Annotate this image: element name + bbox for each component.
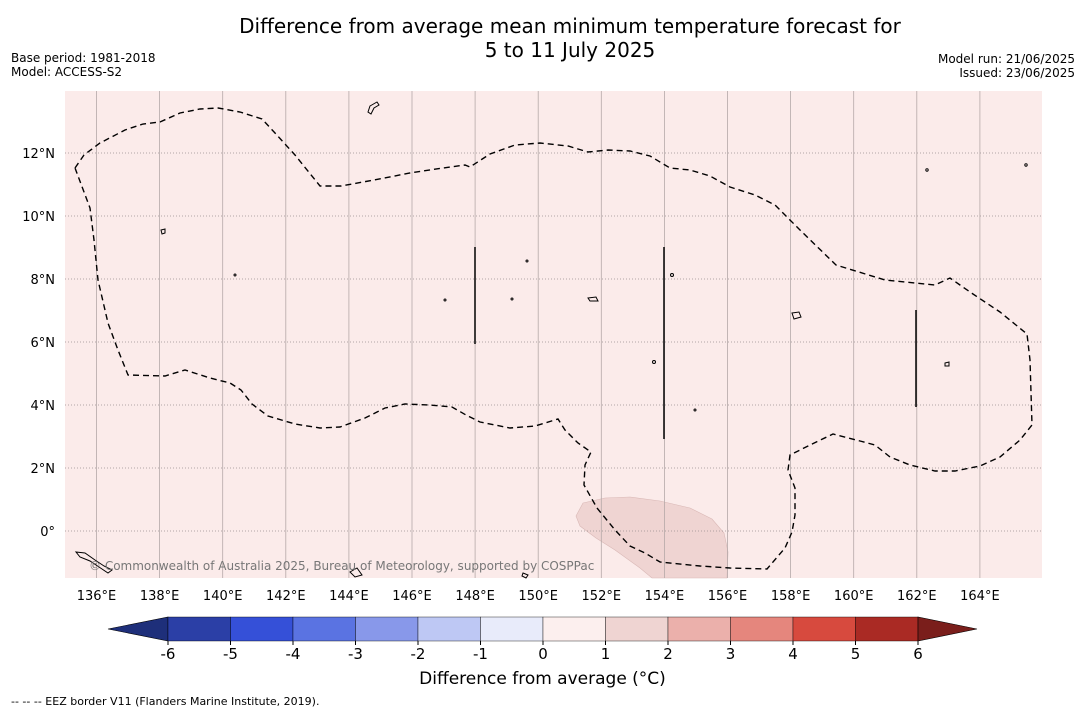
model-run: Model run: 21/06/2025	[937, 52, 1075, 66]
longitude-label: 164°E	[960, 589, 1000, 604]
island-d	[944, 361, 950, 367]
island-c	[791, 311, 802, 320]
colorbar-segment	[480, 616, 544, 642]
issued-date: Issued: 23/06/2025	[959, 66, 1075, 80]
island-i	[652, 360, 656, 364]
colorbar-over-arrow	[917, 616, 978, 642]
footnote-eez: -- -- -- EEZ border V11 (Flanders Marine…	[11, 695, 320, 708]
colorbar-tick-label: 4	[788, 645, 798, 663]
longitude-label: 162°E	[897, 589, 937, 604]
colorbar: -6 -5 -4 -3 -2 -1 0 1 2 3 4 5 6	[107, 616, 978, 663]
longitude-label: 156°E	[708, 589, 748, 604]
colorbar-under-arrow	[107, 616, 169, 642]
colorbar-tick-label: -2	[411, 645, 426, 663]
latitude-label: 6°N	[31, 336, 56, 351]
colorbar-tick-label: 1	[601, 645, 611, 663]
colorbar-tick-label: 5	[851, 645, 861, 663]
colorbar-label: Difference from average (°C)	[419, 669, 666, 689]
colorbar-tick-label: -6	[161, 645, 176, 663]
colorbar-segment	[230, 616, 294, 642]
base-period: Base period: 1981-2018	[11, 51, 156, 65]
island-h	[670, 273, 674, 277]
island-l	[525, 259, 529, 263]
island-j	[925, 168, 929, 172]
colorbar-segment	[292, 616, 356, 642]
meta-left: Base period: 1981-2018 Model: ACCESS-S2	[11, 51, 156, 79]
eez-boundary	[74, 107, 1033, 570]
island-b	[587, 296, 599, 302]
longitude-labels: 136°E 138°E 140°E 142°E 144°E 146°E 148°E 150°E…	[77, 589, 1000, 604]
eez-border-line	[74, 107, 1033, 570]
latitude-label: 4°N	[31, 399, 56, 414]
colorbar-segment	[605, 616, 669, 642]
map-title: Difference from average mean minimum tem…	[0, 14, 1085, 62]
longitude-label: 150°E	[518, 589, 558, 604]
colorbar-segment	[855, 616, 919, 642]
island-e	[74, 551, 113, 574]
island-guam	[367, 101, 380, 115]
colorbar-tick-label: -4	[286, 645, 301, 663]
model-name: Model: ACCESS-S2	[11, 65, 123, 79]
longitude-label: 158°E	[771, 589, 811, 604]
colorbar-segment	[667, 616, 731, 642]
longitude-label: 146°E	[392, 589, 432, 604]
longitude-label: 136°E	[77, 589, 117, 604]
colorbar-segment	[792, 616, 856, 642]
colorbar-tick-label: 2	[663, 645, 673, 663]
colorbar-tick-label: -1	[473, 645, 488, 663]
longitude-label: 144°E	[329, 589, 369, 604]
longitude-label: 148°E	[455, 589, 495, 604]
island-p	[693, 408, 697, 412]
colorbar-segment	[417, 616, 481, 642]
longitude-label: 160°E	[834, 589, 874, 604]
latitude-labels: 12°N 10°N 8°N 6°N 4°N 2°N 0°	[22, 147, 55, 540]
title-line-1: Difference from average mean minimum tem…	[239, 14, 901, 38]
latitude-label: 2°N	[31, 462, 56, 477]
islands	[74, 101, 1028, 579]
island-a	[160, 228, 166, 235]
island-n	[443, 298, 447, 302]
colorbar-tick-label: -3	[348, 645, 363, 663]
longitude-label: 154°E	[645, 589, 685, 604]
map-plot-area	[65, 91, 1042, 578]
meta-right: Model run: 21/06/2025 Issued: 23/06/2025	[938, 52, 1075, 80]
latitude-label: 12°N	[22, 147, 55, 162]
island-k	[1024, 163, 1028, 167]
title-line-2: 5 to 11 July 2025	[484, 38, 656, 62]
copyright-text: © Commonwealth of Australia 2025, Bureau…	[89, 559, 594, 573]
longitude-label: 142°E	[266, 589, 306, 604]
colorbar-tick-label: -5	[223, 645, 238, 663]
latitude-label: 0°	[40, 525, 55, 540]
latitude-label: 10°N	[22, 210, 55, 225]
colorbar-segment	[542, 616, 606, 642]
island-g	[521, 572, 529, 579]
island-f	[349, 567, 363, 578]
island-m	[510, 297, 514, 301]
colorbar-segment	[355, 616, 419, 642]
colorbar-segment	[730, 616, 794, 642]
longitude-label: 138°E	[140, 589, 180, 604]
colorbar-tick-label: 0	[538, 645, 548, 663]
longitude-label: 140°E	[203, 589, 243, 604]
colorbar-segment	[167, 616, 231, 642]
latitude-label: 8°N	[31, 273, 56, 288]
colorbar-tick-label: 6	[913, 645, 923, 663]
island-o	[233, 273, 237, 277]
longitude-label: 152°E	[582, 589, 622, 604]
colorbar-tick-label: 3	[726, 645, 736, 663]
